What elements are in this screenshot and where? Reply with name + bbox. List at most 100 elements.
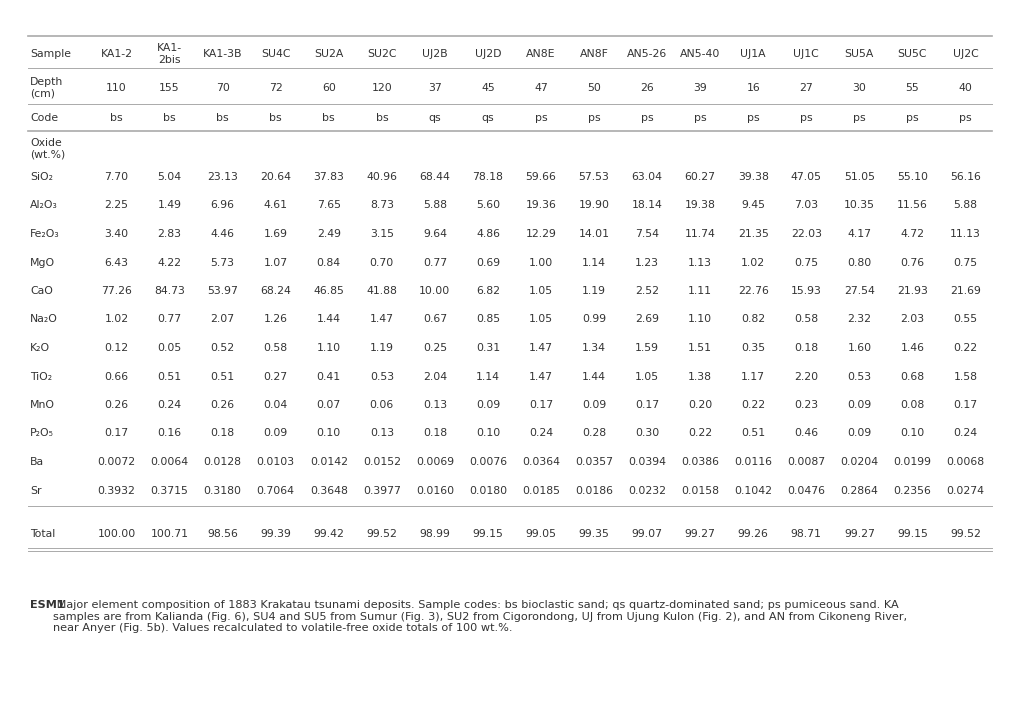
Text: 0.09: 0.09 [847,428,870,438]
Text: UJ1A: UJ1A [740,49,765,59]
Text: 68.24: 68.24 [260,286,290,296]
Text: bs: bs [322,113,335,123]
Text: 1.14: 1.14 [582,258,605,268]
Text: 0.46: 0.46 [794,428,817,438]
Text: 51.05: 51.05 [843,172,874,182]
Text: 4.22: 4.22 [157,258,181,268]
Text: AN5-40: AN5-40 [680,49,719,59]
Text: 0.0152: 0.0152 [363,457,400,467]
Text: 0.77: 0.77 [157,315,181,325]
Text: 0.1042: 0.1042 [734,485,771,495]
Text: 0.25: 0.25 [423,343,446,353]
Text: 4.17: 4.17 [847,229,870,239]
Text: ps: ps [799,113,812,123]
Text: 0.0068: 0.0068 [946,457,983,467]
Text: 27: 27 [799,83,812,93]
Text: bs: bs [110,113,122,123]
Text: 0.77: 0.77 [423,258,446,268]
Text: 0.0069: 0.0069 [416,457,453,467]
Text: 0.0072: 0.0072 [98,457,136,467]
Text: Oxide
(wt.%): Oxide (wt.%) [30,138,65,160]
Text: UJ2D: UJ2D [474,49,500,59]
Text: 3.40: 3.40 [104,229,128,239]
Text: 0.51: 0.51 [157,372,181,382]
Text: Na₂O: Na₂O [30,315,58,325]
Text: 0.75: 0.75 [794,258,817,268]
Text: 21.93: 21.93 [896,286,927,296]
Text: 110: 110 [106,83,126,93]
Text: 1.38: 1.38 [688,372,711,382]
Text: KA1-3B: KA1-3B [203,49,243,59]
Text: 21.35: 21.35 [737,229,768,239]
Text: 0.17: 0.17 [953,400,976,410]
Text: 0.10: 0.10 [316,428,340,438]
Text: 1.47: 1.47 [529,372,552,382]
Text: 0.80: 0.80 [847,258,870,268]
Text: 1.51: 1.51 [688,343,711,353]
Text: 99.39: 99.39 [260,529,290,539]
Text: 0.66: 0.66 [104,372,128,382]
Text: 4.72: 4.72 [900,229,923,239]
Text: 0.0103: 0.0103 [257,457,294,467]
Text: UJ2C: UJ2C [952,49,977,59]
Text: ps: ps [958,113,971,123]
Text: 0.09: 0.09 [847,400,870,410]
Text: 0.58: 0.58 [794,315,817,325]
Text: 0.26: 0.26 [104,400,128,410]
Text: 39.38: 39.38 [737,172,768,182]
Text: 27.54: 27.54 [843,286,874,296]
Text: 0.82: 0.82 [741,315,764,325]
Text: 0.0357: 0.0357 [575,457,612,467]
Text: 0.0185: 0.0185 [522,485,559,495]
Text: 0.17: 0.17 [635,400,658,410]
Text: 99.07: 99.07 [631,529,662,539]
Text: 21.69: 21.69 [949,286,980,296]
Text: 6.43: 6.43 [104,258,128,268]
Text: 55: 55 [905,83,918,93]
Text: 0.2356: 0.2356 [893,485,930,495]
Text: Ba: Ba [30,457,44,467]
Text: AN5-26: AN5-26 [627,49,666,59]
Text: 6.82: 6.82 [476,286,499,296]
Text: 0.3977: 0.3977 [363,485,400,495]
Text: 0.22: 0.22 [741,400,764,410]
Text: 0.13: 0.13 [423,400,446,410]
Text: Code: Code [30,113,58,123]
Text: 0.09: 0.09 [475,400,499,410]
Text: 0.18: 0.18 [423,428,446,438]
Text: 99.27: 99.27 [843,529,874,539]
Text: 2.32: 2.32 [847,315,870,325]
Text: 20.64: 20.64 [260,172,290,182]
Text: 0.0476: 0.0476 [787,485,824,495]
Text: 0.76: 0.76 [900,258,923,268]
Text: 0.0180: 0.0180 [469,485,506,495]
Text: 2.49: 2.49 [317,229,340,239]
Text: 5.88: 5.88 [423,200,446,210]
Text: 0.53: 0.53 [370,372,393,382]
Text: 0.51: 0.51 [210,372,234,382]
Text: 98.56: 98.56 [207,529,237,539]
Text: 14.01: 14.01 [578,229,609,239]
Text: 99.27: 99.27 [684,529,715,539]
Text: 120: 120 [371,83,392,93]
Text: 40: 40 [958,83,971,93]
Text: 2.03: 2.03 [900,315,923,325]
Text: SU4C: SU4C [261,49,290,59]
Text: 11.56: 11.56 [896,200,927,210]
Text: UJ1C: UJ1C [793,49,818,59]
Text: 0.67: 0.67 [423,315,446,325]
Text: 9.45: 9.45 [741,200,764,210]
Text: Fe₂O₃: Fe₂O₃ [30,229,59,239]
Text: qs: qs [481,113,494,123]
Text: 0.27: 0.27 [263,372,287,382]
Text: Sr: Sr [30,485,42,495]
Text: 0.70: 0.70 [369,258,393,268]
Text: 0.3648: 0.3648 [310,485,347,495]
Text: 5.88: 5.88 [953,200,976,210]
Text: Sample: Sample [30,49,71,59]
Text: 0.06: 0.06 [369,400,393,410]
Text: 155: 155 [159,83,179,93]
Text: 0.55: 0.55 [953,315,976,325]
Text: 0.10: 0.10 [900,428,923,438]
Text: 15.93: 15.93 [790,286,821,296]
